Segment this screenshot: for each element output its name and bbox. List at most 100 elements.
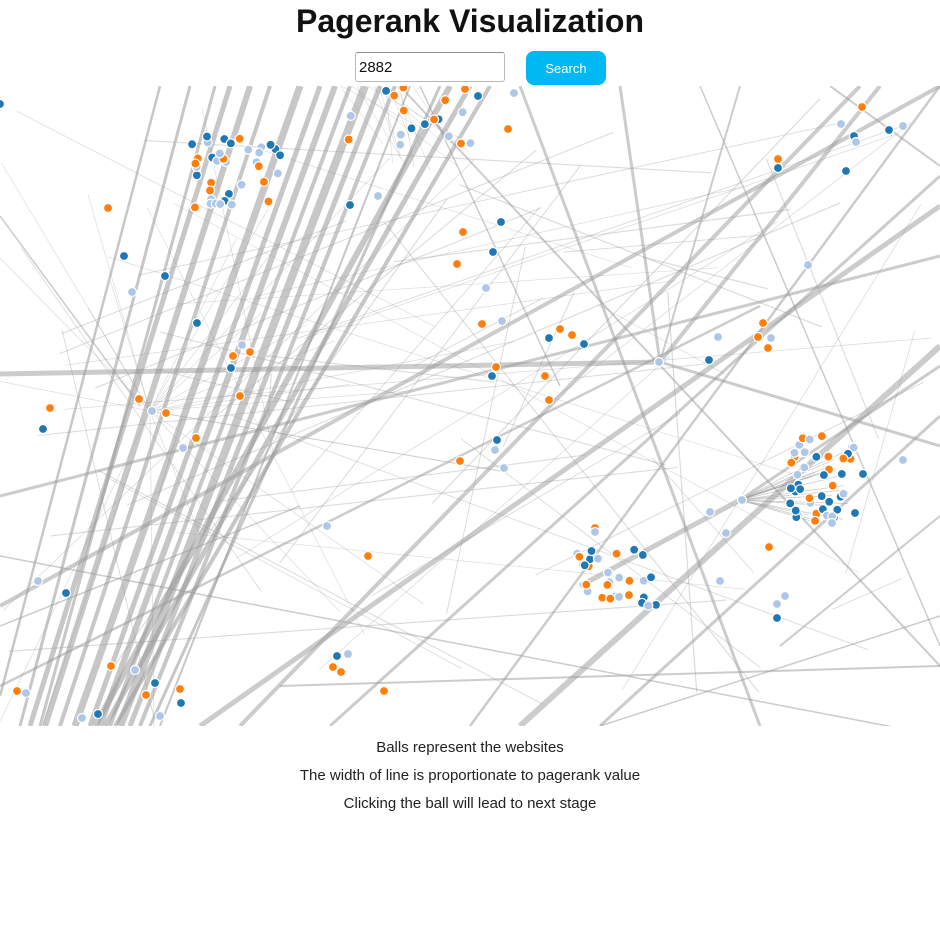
website-node[interactable] [459, 86, 471, 95]
website-node[interactable] [378, 685, 390, 697]
website-node[interactable] [838, 453, 849, 464]
website-node[interactable] [186, 139, 198, 150]
website-node[interactable] [480, 282, 492, 294]
search-button[interactable]: Search [526, 51, 606, 85]
website-node[interactable] [645, 572, 657, 583]
website-node[interactable] [804, 434, 815, 445]
website-node[interactable] [234, 390, 246, 402]
website-node[interactable] [191, 170, 202, 181]
website-node[interactable] [704, 506, 716, 518]
website-node[interactable] [243, 144, 254, 155]
website-node[interactable] [154, 710, 166, 722]
website-node[interactable] [428, 114, 440, 125]
website-node[interactable] [486, 370, 498, 382]
website-node[interactable] [804, 493, 815, 504]
website-node[interactable] [897, 120, 909, 132]
website-node[interactable] [32, 575, 44, 587]
website-node[interactable] [566, 329, 578, 341]
website-node[interactable] [502, 123, 514, 135]
website-node[interactable] [342, 648, 354, 660]
website-node[interactable] [789, 447, 800, 458]
website-node[interactable] [586, 545, 597, 557]
website-node[interactable] [490, 361, 502, 373]
website-node[interactable] [476, 318, 488, 330]
website-node[interactable] [105, 660, 117, 672]
website-node[interactable] [496, 315, 508, 327]
website-node[interactable] [792, 469, 803, 480]
website-node[interactable] [440, 95, 451, 106]
website-node[interactable] [204, 185, 216, 196]
website-node[interactable] [818, 469, 830, 481]
website-node[interactable] [272, 168, 283, 179]
website-node[interactable] [398, 86, 409, 93]
website-node[interactable] [757, 317, 769, 329]
website-node[interactable] [799, 462, 810, 473]
website-node[interactable] [174, 683, 186, 695]
website-node[interactable] [836, 468, 847, 480]
website-node[interactable] [457, 226, 469, 238]
website-node[interactable] [508, 87, 520, 99]
website-node[interactable] [201, 131, 213, 142]
website-node[interactable] [827, 480, 838, 491]
website-node[interactable] [20, 687, 32, 699]
website-node[interactable] [177, 442, 189, 454]
website-node[interactable] [263, 196, 274, 207]
website-node[interactable] [623, 589, 635, 601]
website-node[interactable] [785, 483, 797, 494]
website-node[interactable] [191, 317, 203, 329]
website-node[interactable] [653, 356, 665, 368]
website-node[interactable] [395, 139, 406, 150]
website-node[interactable] [189, 202, 201, 213]
website-node[interactable] [703, 354, 715, 366]
website-node[interactable] [389, 90, 400, 101]
website-node[interactable] [539, 370, 551, 382]
website-node[interactable] [344, 199, 356, 211]
website-node[interactable] [258, 176, 270, 187]
website-node[interactable] [795, 484, 806, 495]
website-node[interactable] [487, 246, 499, 258]
website-node[interactable] [335, 666, 347, 678]
website-node[interactable] [190, 432, 202, 444]
website-node[interactable] [395, 129, 406, 140]
website-node[interactable] [491, 434, 503, 446]
website-node[interactable] [44, 402, 56, 414]
website-node[interactable] [799, 447, 810, 458]
website-node[interactable] [160, 407, 172, 419]
website-node[interactable] [244, 346, 256, 358]
website-node[interactable] [465, 138, 476, 149]
website-node[interactable] [771, 612, 783, 624]
website-node[interactable] [118, 250, 130, 262]
website-node[interactable] [406, 123, 417, 134]
website-node[interactable] [578, 338, 590, 350]
website-node[interactable] [579, 560, 590, 571]
website-node[interactable] [227, 350, 239, 362]
website-node[interactable] [883, 124, 895, 136]
website-node[interactable] [826, 517, 838, 529]
website-node[interactable] [443, 131, 454, 142]
website-node[interactable] [824, 496, 835, 507]
website-node[interactable] [489, 444, 501, 456]
website-node[interactable] [613, 591, 625, 602]
website-node[interactable] [835, 118, 847, 130]
website-node[interactable] [611, 548, 622, 559]
website-node[interactable] [236, 339, 248, 351]
website-node[interactable] [816, 431, 827, 442]
website-node[interactable] [451, 258, 463, 270]
website-node[interactable] [236, 179, 247, 190]
website-node[interactable] [190, 158, 201, 169]
website-node[interactable] [763, 541, 775, 553]
search-input[interactable] [355, 52, 505, 82]
website-node[interactable] [624, 575, 635, 586]
website-node[interactable] [765, 332, 777, 344]
website-node[interactable] [253, 161, 264, 172]
website-node[interactable] [771, 598, 783, 610]
website-node[interactable] [226, 199, 237, 210]
website-node[interactable] [856, 101, 868, 113]
website-node[interactable] [140, 689, 152, 701]
website-node[interactable] [602, 579, 613, 590]
website-node[interactable] [823, 451, 834, 462]
website-node[interactable] [543, 332, 555, 344]
website-node[interactable] [772, 162, 784, 174]
website-node[interactable] [614, 572, 625, 583]
website-node[interactable] [215, 199, 226, 210]
